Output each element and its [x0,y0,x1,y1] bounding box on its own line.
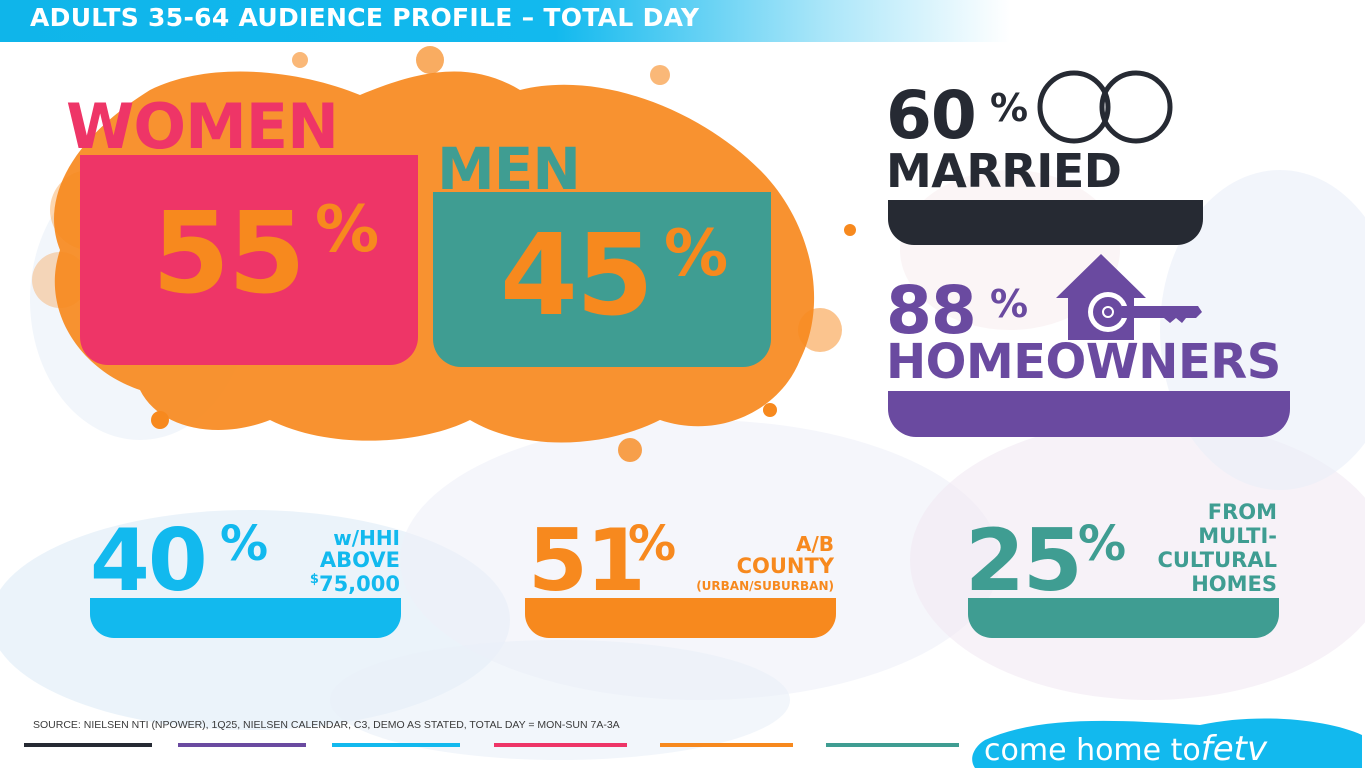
county-value: 51 [528,511,646,611]
income-bar [90,598,401,638]
footer-rule-pink [494,743,627,747]
footer-rule-cyan [332,743,460,747]
page-title: ADULTS 35-64 AUDIENCE PROFILE – TOTAL DA… [30,3,700,32]
footer-rule-orange [660,743,793,747]
men-percent-sign: % [664,217,729,291]
homeowners-percent-sign: % [990,282,1029,326]
married-percent-sign: % [990,86,1029,130]
multicultural-label-line4: HOMES [1191,572,1277,596]
footer-rule-purple [178,743,306,747]
men-card [433,192,771,367]
income-amount: 75,000 [318,572,400,596]
homeowners-bar [888,391,1290,437]
income-dollar-sign: $ [309,572,319,587]
fetv-logo: fetv [1200,729,1268,769]
county-label-line3: (URBAN/SUBURBAN) [696,579,834,593]
multicultural-percent-sign: % [1078,516,1127,572]
multicultural-label-line1: FROM [1207,500,1277,524]
multicultural-label-line3: CULTURAL [1157,548,1277,572]
women-card [80,155,418,365]
women-percent-sign: % [315,193,380,267]
multicultural-label: FROM MULTI- CULTURAL HOMES [1130,502,1277,595]
county-percent-sign: % [628,516,677,572]
county-label-line1: A/B [795,532,834,556]
multicultural-label-line2: MULTI- [1198,524,1277,548]
income-label: w/HHI ABOVE $75,000 [290,528,400,595]
wedding-rings-icon [1037,70,1173,144]
house-key-icon [1056,254,1202,340]
multicultural-bar [968,598,1279,638]
county-bar [525,598,836,638]
multicultural-value: 25 [965,511,1083,611]
married-bar [888,200,1203,245]
income-label-line2: ABOVE [319,548,400,572]
income-value: 40 [90,511,208,611]
homeowners-label: HOMEOWNERS [886,334,1281,390]
footer-rule-teal [826,743,959,747]
married-value: 60 [886,77,977,154]
footer-rule-dark [24,743,152,747]
tagline-text: come home to [984,733,1201,768]
source-note: SOURCE: NIELSEN NTI (NPOWER), 1Q25, NIEL… [33,719,620,731]
men-value: 45 [500,211,654,341]
income-percent-sign: % [220,516,269,572]
women-label: WOMEN [66,90,339,163]
women-value: 55 [152,189,306,319]
county-label: A/B COUNTY (URBAN/SUBURBAN) [660,534,834,592]
married-label: MARRIED [886,144,1122,198]
homeowners-value: 88 [886,272,977,349]
men-label: MEN [437,135,581,203]
title-banner [0,0,1010,42]
tagline: come home tofetv [984,732,1267,766]
income-label-line1: w/HHI [333,526,400,550]
county-label-line2: COUNTY [736,554,834,578]
